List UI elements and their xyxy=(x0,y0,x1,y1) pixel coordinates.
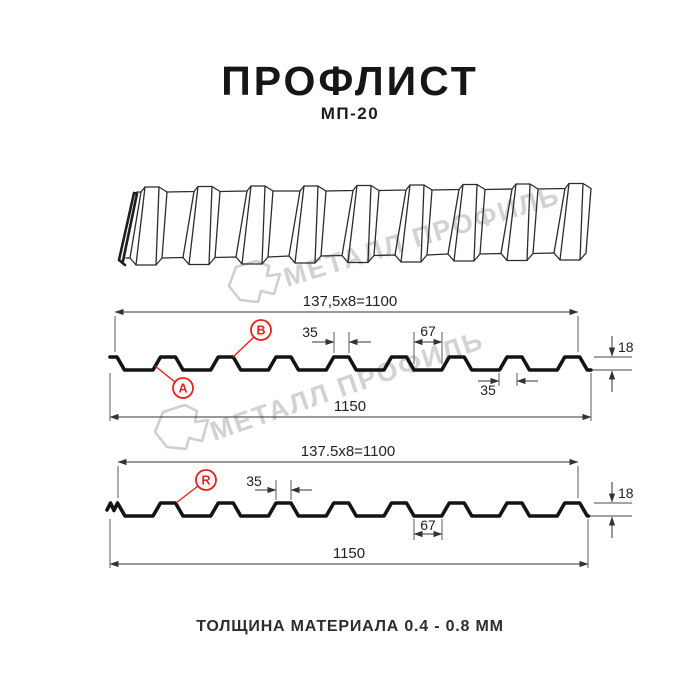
sheet-3d-view xyxy=(117,182,592,267)
callout-a-leader xyxy=(154,365,176,383)
page-title: ПРОФЛИСТ xyxy=(221,58,479,104)
callout-b-leader xyxy=(232,336,255,358)
callout-a-label: A xyxy=(178,382,187,396)
extension-lines xyxy=(109,519,589,568)
dim-pitch-total-r: 137.5x8=1100 xyxy=(301,443,395,460)
profile-a-outline xyxy=(108,355,593,372)
profile-r-outline xyxy=(105,501,591,518)
dim-overall-a: 1150 xyxy=(334,398,366,415)
callout-b-label: B xyxy=(256,324,265,338)
brand-logo-icon xyxy=(153,403,210,451)
dim-overall-r: 1150 xyxy=(333,545,365,562)
dim-height-a: 18 xyxy=(618,339,634,355)
dim-rib-top-r: 35 xyxy=(246,473,262,489)
callout-r-label: R xyxy=(201,474,210,488)
product-code: МП-20 xyxy=(320,104,380,123)
dim-flat-r: 67 xyxy=(420,517,436,533)
extension-lines xyxy=(117,466,579,498)
callout-b-circle xyxy=(250,319,272,341)
extension-lines xyxy=(413,332,443,364)
material-thickness-note: ТОЛЩИНА МАТЕРИАЛА 0.4 - 0.8 ММ xyxy=(196,618,504,635)
extension-lines xyxy=(498,373,518,386)
profile-section-a: 137,5x8=1100 35 67 35 18 1150 xyxy=(108,293,634,421)
extension-lines xyxy=(109,373,592,421)
dim-rib-top-a: 35 xyxy=(302,324,318,340)
profile-section-r: 137.5x8=1100 35 67 18 1150 R xyxy=(105,443,634,568)
extension-lines xyxy=(592,356,632,371)
callout-a-circle xyxy=(172,377,194,399)
dim-flat-a: 67 xyxy=(420,323,436,339)
sheet-rib-lines xyxy=(129,182,592,266)
extension-lines xyxy=(275,480,292,500)
dim-rib-bottom-a: 35 xyxy=(480,382,496,398)
callout-r-circle xyxy=(195,469,217,491)
callout-r-leader xyxy=(175,485,199,504)
sheet-cut-edge xyxy=(117,191,139,267)
brand-logo-icon xyxy=(227,259,282,304)
extension-lines xyxy=(590,502,632,517)
brand-watermark-middle: МЕТАЛЛ ПРОФИЛЬ xyxy=(153,325,488,451)
brand-watermark-top: МЕТАЛЛ ПРОФИЛЬ xyxy=(227,180,564,304)
dim-height-r: 18 xyxy=(618,485,634,501)
dim-pitch-total-a: 137,5x8=1100 xyxy=(303,293,397,310)
extension-lines xyxy=(114,316,579,352)
extension-lines xyxy=(333,332,350,353)
